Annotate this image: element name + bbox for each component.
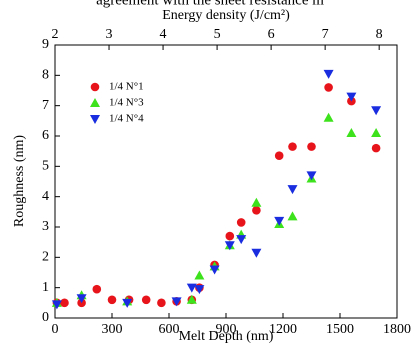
point <box>51 300 62 310</box>
point <box>194 270 205 280</box>
point <box>371 143 381 153</box>
legend-marker <box>90 98 100 107</box>
x-tick-label: 1200 <box>269 322 297 337</box>
y-tick-label: 7 <box>42 98 49 113</box>
y-tick-label: 9 <box>42 37 49 52</box>
point <box>288 142 297 151</box>
x2-tick-label: 5 <box>214 27 221 42</box>
x2-tick-label: 4 <box>160 27 167 42</box>
y-axis-label: Roughness (nm) <box>12 135 27 228</box>
x-tick-label: 600 <box>159 322 180 337</box>
x2-tick-label: 7 <box>322 27 329 42</box>
x-tick-label: 300 <box>102 322 123 337</box>
point <box>287 185 298 195</box>
x2-tick-label: 8 <box>376 27 383 42</box>
y-tick-label: 2 <box>42 250 49 265</box>
legend-label: 1/4 N°3 <box>109 97 144 109</box>
x-tick-label: 1800 <box>383 322 411 337</box>
x2-tick-label: 6 <box>268 27 275 42</box>
point <box>92 284 102 294</box>
caption: agreement with the sheet resistance m <box>96 0 324 8</box>
y-tick-label: 0 <box>42 310 49 325</box>
point <box>171 297 182 307</box>
legend-label: 1/4 N°4 <box>109 113 144 125</box>
x-tick-label: 900 <box>216 322 237 337</box>
y-tick-label: 8 <box>42 68 49 83</box>
point <box>323 69 334 79</box>
x-tick-label: 0 <box>52 322 59 337</box>
point <box>274 151 284 161</box>
legend-marker <box>90 82 100 92</box>
point <box>323 112 334 122</box>
point <box>307 142 316 151</box>
point <box>287 211 298 221</box>
y-tick-label: 6 <box>42 128 49 143</box>
point <box>306 171 317 181</box>
point <box>225 231 235 241</box>
legend-label: 1/4 N°1 <box>109 81 144 93</box>
point <box>186 283 197 293</box>
point <box>274 216 285 226</box>
x-tick-label: 1500 <box>326 322 354 337</box>
point <box>346 127 357 137</box>
legend-marker <box>90 115 100 124</box>
point <box>324 83 333 92</box>
point <box>194 285 205 295</box>
x2-tick-label: 2 <box>52 27 59 42</box>
point <box>76 294 87 304</box>
point <box>209 265 220 275</box>
x2-tick-label: 3 <box>106 27 113 42</box>
point <box>252 206 261 215</box>
point <box>122 298 133 308</box>
point <box>236 218 246 227</box>
point <box>157 298 166 308</box>
point <box>224 241 235 251</box>
point <box>371 127 382 137</box>
point <box>186 294 197 304</box>
point <box>251 197 262 207</box>
point <box>251 248 262 258</box>
point <box>346 92 357 102</box>
x-axis-label: Melt Depth (nm) <box>179 329 274 344</box>
point <box>60 298 69 308</box>
point <box>141 295 151 305</box>
point <box>371 106 382 116</box>
y-tick-label: 5 <box>42 159 49 174</box>
y-tick-label: 4 <box>42 189 49 204</box>
x2-axis-label: Energy density (J/cm²) <box>162 8 290 23</box>
point <box>236 235 247 245</box>
plot-frame <box>54 44 398 319</box>
point <box>107 295 117 305</box>
y-tick-label: 1 <box>42 280 49 295</box>
y-tick-label: 3 <box>42 219 49 234</box>
